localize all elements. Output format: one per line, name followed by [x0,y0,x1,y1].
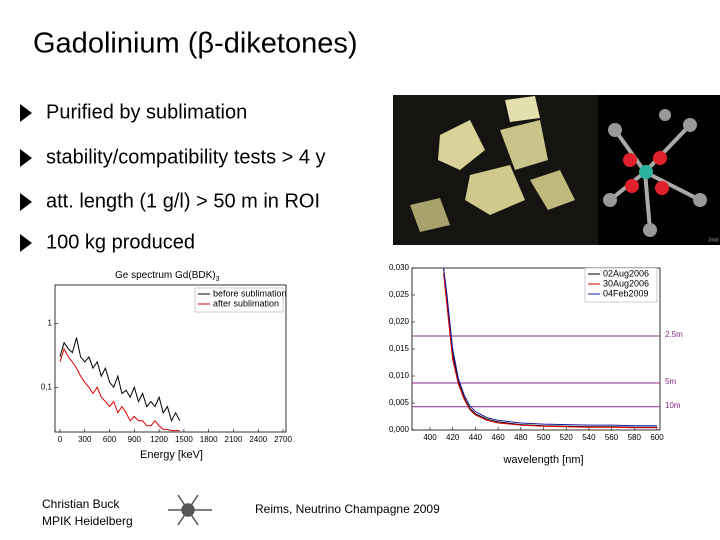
legend-label: 30Aug2006 [603,278,649,288]
x-axis-label: wavelength [nm] [502,454,583,466]
bullet-arrow [20,149,32,167]
footer-author: Christian Buck [42,497,120,511]
reference-label: 5m [665,377,676,386]
y-tick-label: 0,000 [389,425,410,434]
x-tick-label: 900 [128,435,142,444]
x-tick-label: 2400 [249,435,267,444]
title: Gadolinium (β-diketones) [33,28,358,60]
x-tick-label: 300 [78,435,92,444]
x-tick-label: 580 [628,433,642,442]
x-tick-label: 600 [103,435,117,444]
y-tick-label: 0,015 [389,344,410,353]
bullet-list: Purified by sublimation stability/compat… [20,101,326,253]
y-tick-label: 0,005 [389,398,410,407]
x-tick-label: 0 [58,435,63,444]
bullet: stability/compatibility tests > 4 y [46,146,326,168]
crystal-photo [393,95,598,245]
x-tick-label: 600 [650,433,664,442]
legend-label: before sublimation [213,288,287,298]
reference-label: 10m [665,401,681,410]
reference-label: 2.5m [665,330,683,339]
x-tick-label: 1200 [150,435,168,444]
series-line [443,267,657,427]
series-line [59,337,181,423]
y-tick-label: 1 [48,319,53,328]
chart: wavelength [nm] 400 420 440 460 480 500 520 540 5… [389,263,683,466]
x-tick-label: 560 [605,433,619,442]
legend-label: 04Feb2009 [603,288,649,298]
image-credit: Jmol [708,237,719,243]
x-tick-label: 1800 [200,435,218,444]
footer: Christian Buck MPIK Heidelberg Reims, Ne… [42,494,440,528]
x-tick-label: 500 [537,433,551,442]
footer-event: Reims, Neutrino Champagne 2009 [255,502,440,516]
legend-box [194,287,284,313]
bullet: 100 kg produced [46,231,195,253]
legend-label: after sublimation [213,298,279,308]
bullet: Purified by sublimation [46,101,247,123]
x-tick-label: 440 [469,433,483,442]
series-line [443,267,657,428]
x-tick-label: 520 [560,433,574,442]
x-tick-label: 420 [446,433,460,442]
bullet-arrow [20,193,32,211]
bullet: att. length (1 g/l) > 50 m in ROI [46,190,320,212]
x-tick-label: 2700 [274,435,292,444]
logo [168,494,212,526]
x-tick-label: 2100 [225,435,243,444]
y-tick-label: 0,010 [389,371,410,380]
x-tick-label: 480 [514,433,528,442]
x-axis-label: Energy [keV] [140,449,203,461]
chart: Ge spectrum Gd(BDK)3 Energy [keV] 0 300 600 9… [41,270,293,461]
y-tick-label: 0,1 [41,382,53,391]
y-tick-label: 0,030 [389,263,410,272]
chart-title-subscript: 3 [216,276,220,283]
y-tick-label: 0,025 [389,290,410,299]
footer-institute: MPIK Heidelberg [42,514,133,528]
y-tick-label: 0,020 [389,317,410,326]
x-tick-label: 460 [491,433,505,442]
x-tick-label: 1500 [175,435,193,444]
series-line [443,273,657,429]
chart-title: Ge spectrum Gd(BDK)3 [115,270,220,283]
x-tick-label: 540 [582,433,596,442]
series-line [59,347,180,432]
legend-label: 02Aug2006 [603,268,649,278]
bullet-arrow [20,104,32,122]
x-tick-label: 400 [423,433,437,442]
bullet-arrow [20,234,32,252]
chart-title-text: Ge spectrum Gd(BDK) [115,270,216,281]
molecule-image: Jmol [598,95,720,245]
